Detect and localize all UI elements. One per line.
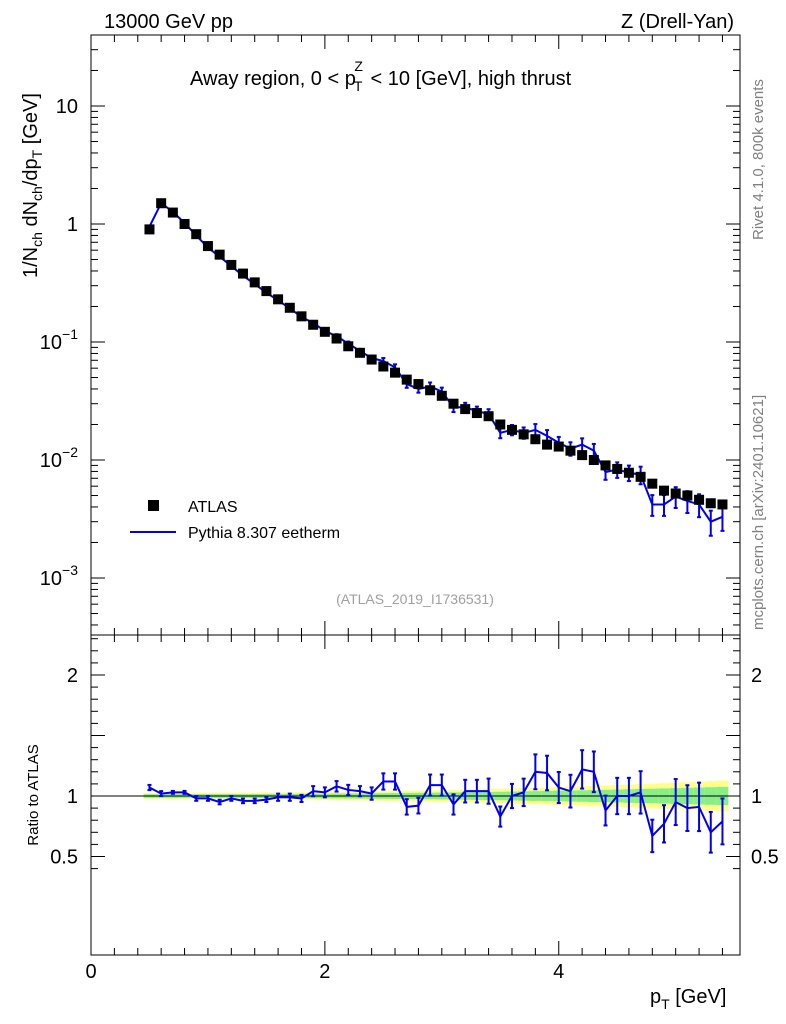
- rivet-label: Rivet 4.1.0, 800k events: [750, 79, 767, 240]
- ratio-y-tick-label-left: 2: [67, 665, 78, 687]
- atlas-data-point: [249, 277, 260, 288]
- x-tick-label: 4: [553, 961, 564, 983]
- atlas-data-point: [565, 445, 576, 456]
- main-frame: [90, 34, 741, 636]
- atlas-data-point: [647, 478, 658, 489]
- atlas-data-point: [343, 341, 354, 352]
- atlas-data-point: [600, 460, 611, 471]
- atlas-data-point: [436, 390, 447, 401]
- ratio-y-tick-label-right: 2: [751, 665, 762, 687]
- atlas-data-point: [179, 219, 190, 229]
- atlas-data-point: [144, 224, 155, 235]
- atlas-data-point: [483, 411, 494, 422]
- main-data-layer: [144, 198, 728, 537]
- main-ylabel: 1/Nch dNch/dpT [GeV]: [20, 93, 45, 278]
- ratio-y-tick-label-right: 1: [751, 786, 762, 808]
- atlas-data-point: [577, 450, 588, 461]
- atlas-data-point: [448, 398, 459, 409]
- legend: ATLAS Pythia 8.307 eetherm: [130, 499, 340, 542]
- atlas-data-point: [682, 490, 693, 501]
- ratio-y-tick-label-left: 1: [67, 786, 78, 808]
- atlas-data-point: [214, 249, 225, 260]
- atlas-data-point: [156, 198, 167, 209]
- plot-title-suffix: < 10 [GeV], high thrust: [365, 68, 572, 90]
- atlas-data-point: [553, 441, 564, 452]
- atlas-data-point: [530, 434, 541, 445]
- main-y-tick-label: 10−2: [40, 444, 78, 472]
- atlas-data-point: [354, 347, 365, 358]
- atlas-data-point: [308, 319, 319, 330]
- main-axis-ticks: 10 1 10−1 10−2 10−3: [40, 35, 740, 635]
- atlas-data-point: [226, 259, 237, 270]
- legend-atlas-marker: [148, 500, 159, 511]
- x-tick-label: 0: [85, 961, 96, 983]
- atlas-data-point: [366, 354, 377, 365]
- atlas-data-point: [261, 286, 272, 297]
- atlas-data-point: [238, 268, 249, 279]
- plot-title-sup: Z: [354, 58, 363, 74]
- atlas-data-point: [717, 499, 728, 510]
- main-panel: 10 1 10−1 10−2 10−3: [40, 34, 741, 636]
- analysis-id: (ATLAS_2019_I1736531): [336, 591, 494, 607]
- ratio-y-tick-label-left: 0.5: [50, 847, 78, 869]
- atlas-data-point: [471, 408, 482, 419]
- atlas-data-point: [191, 229, 202, 240]
- main-y-tick-label: 1: [67, 214, 78, 236]
- atlas-data-point: [296, 311, 307, 322]
- ratio-ylabel: Ratio to ATLAS: [25, 744, 42, 845]
- atlas-data-point: [319, 326, 330, 337]
- atlas-data-point: [518, 429, 529, 440]
- atlas-data-point: [705, 498, 716, 509]
- atlas-data-point: [167, 207, 178, 218]
- atlas-data-point: [284, 302, 295, 313]
- atlas-data-point: [694, 494, 705, 505]
- atlas-data-point: [670, 488, 681, 499]
- xlabel: pT [GeV]: [650, 986, 726, 1012]
- atlas-data-point: [425, 385, 436, 396]
- atlas-data-point: [495, 419, 506, 430]
- ratio-frame: [90, 634, 741, 956]
- main-y-tick-label: 10: [56, 96, 78, 118]
- atlas-data-point: [623, 467, 634, 478]
- atlas-data-point: [506, 424, 517, 435]
- atlas-data-point: [390, 367, 401, 378]
- atlas-data-point: [635, 471, 646, 482]
- atlas-data-point: [331, 333, 342, 344]
- mcplots-label: mcplots.cern.ch [arXiv:2401.10621]: [750, 395, 767, 630]
- atlas-data-point: [273, 294, 284, 305]
- header-left: 13000 GeV pp: [104, 11, 233, 33]
- atlas-data-point: [612, 463, 623, 474]
- atlas-data-point: [401, 374, 412, 385]
- ratio-axis-ticks: 0 2 4 2 2 1 1 0.5 0.5: [50, 635, 779, 983]
- atlas-data-point: [588, 455, 599, 465]
- atlas-data-point: [378, 361, 389, 372]
- header-right: Z (Drell-Yan): [621, 11, 734, 33]
- plot-title-prefix: Away region, 0 < p: [190, 68, 356, 90]
- plot-title: Away region, 0 < pTZ < 10 [GeV], high th…: [190, 58, 572, 94]
- atlas-data-point: [460, 404, 471, 415]
- ratio-y-tick-label-right: 0.5: [751, 847, 779, 869]
- main-y-tick-label: 10−1: [40, 326, 78, 354]
- atlas-data-point: [658, 485, 669, 496]
- legend-mc-label: Pythia 8.307 eetherm: [188, 525, 340, 542]
- atlas-data-point: [542, 439, 553, 450]
- legend-atlas-label: ATLAS: [188, 499, 238, 516]
- atlas-data-point: [413, 379, 424, 390]
- ratio-data-layer: [147, 749, 725, 854]
- main-y-tick-label: 10−3: [40, 562, 78, 590]
- atlas-data-point: [202, 241, 213, 252]
- x-tick-label: 2: [319, 961, 330, 983]
- plot-title-sub: T: [354, 78, 363, 94]
- ratio-series-line: [149, 768, 724, 838]
- ratio-panel: 0 2 4 2 2 1 1 0.5 0.5: [50, 634, 779, 983]
